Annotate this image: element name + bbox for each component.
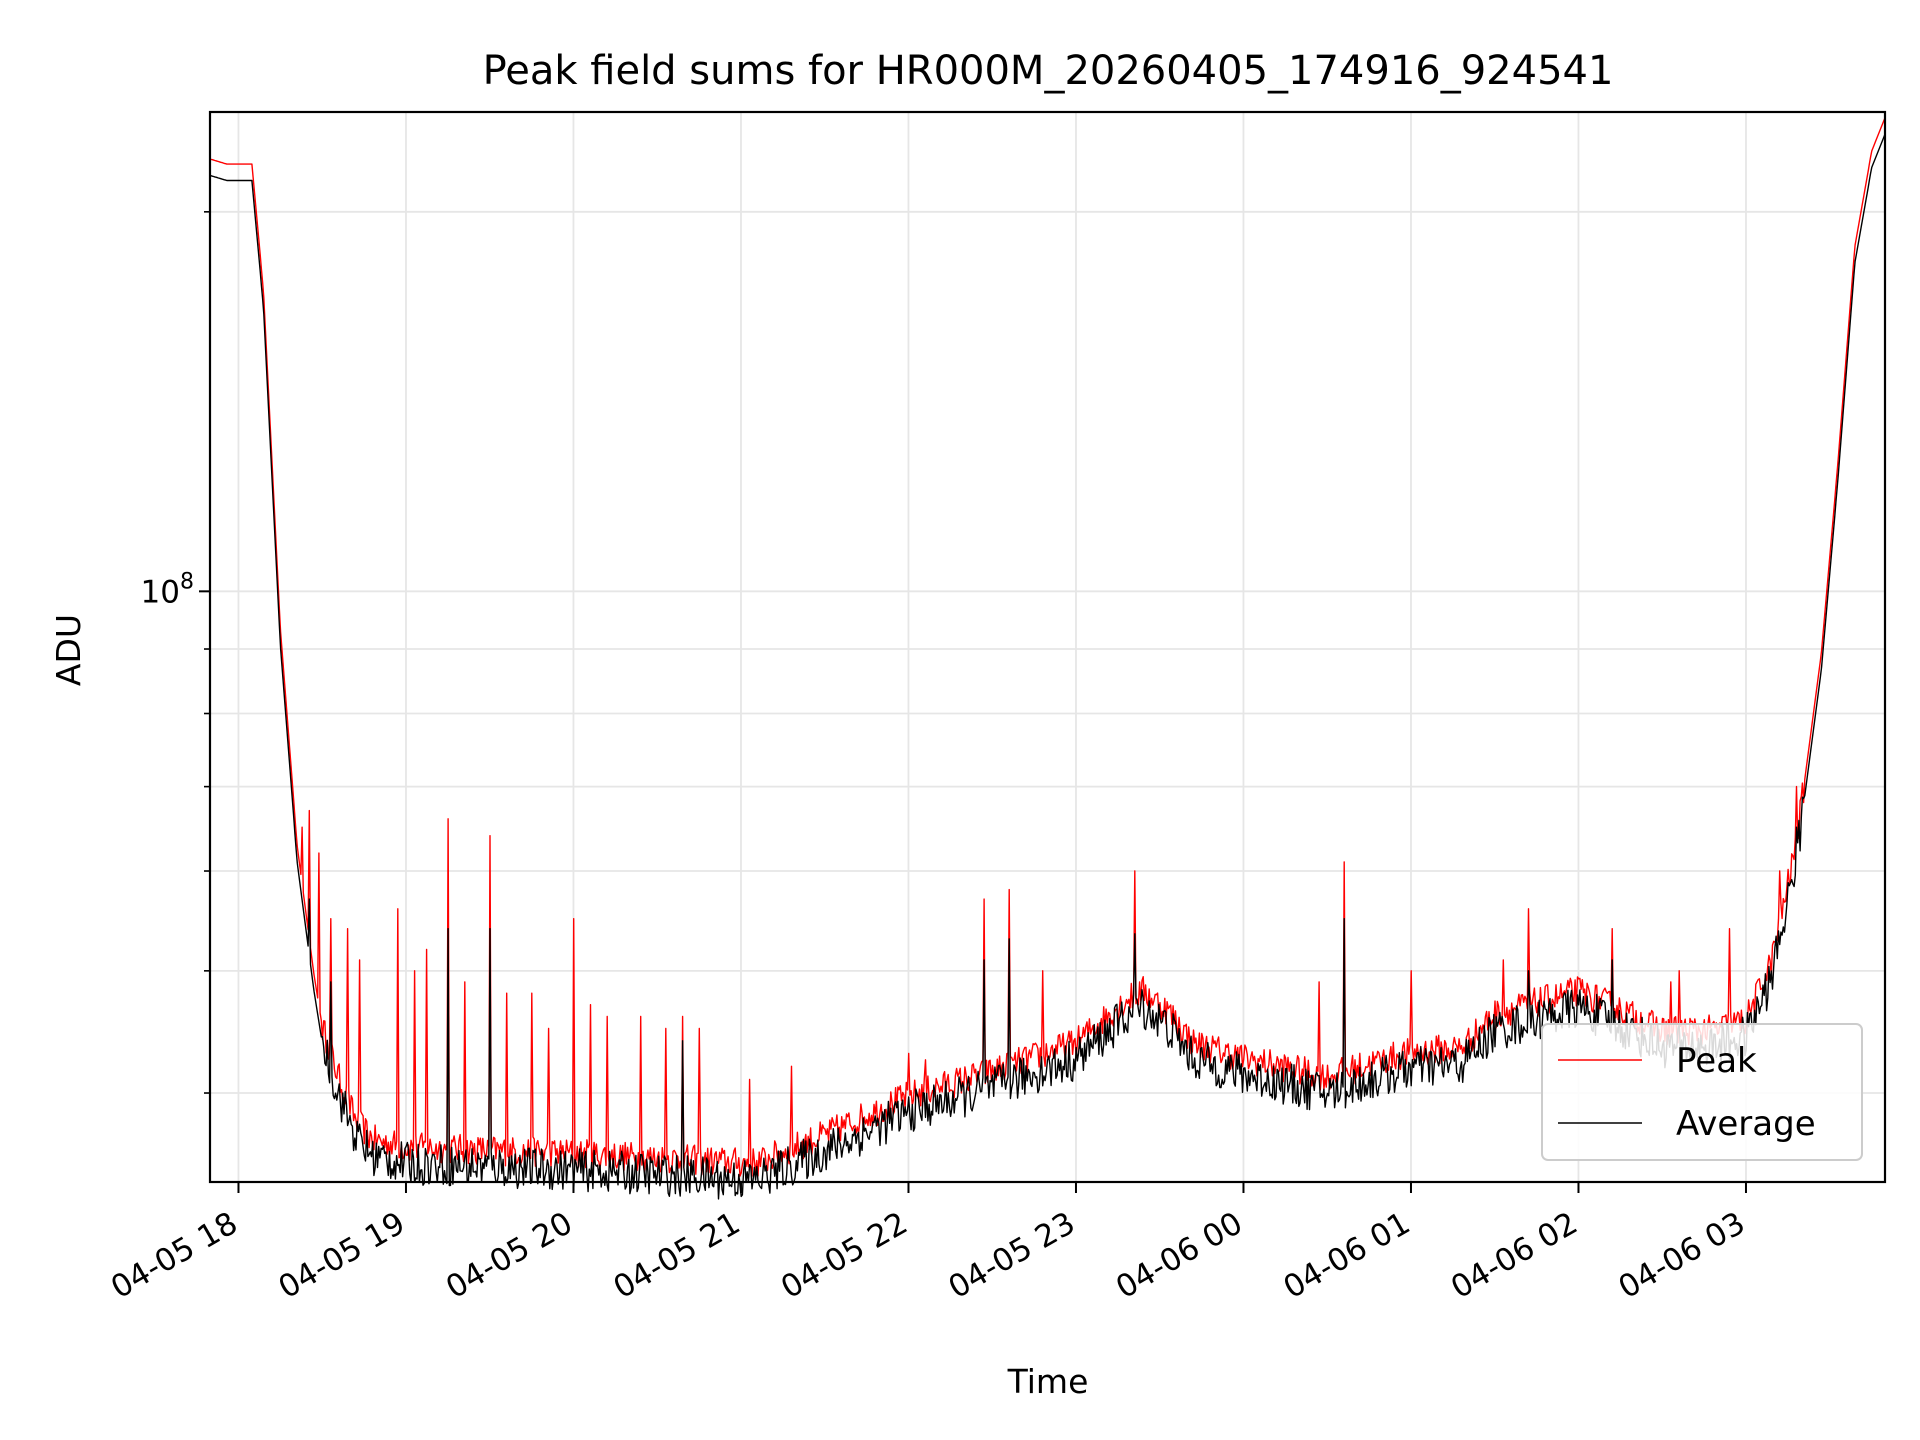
legend-box (1541, 1023, 1863, 1161)
legend: Peak Average (1541, 1023, 1863, 1161)
axes-frame (208, 110, 1887, 1184)
y-tick-label-exponent: 8 (180, 569, 194, 594)
y-axis: 108 (141, 211, 210, 1094)
y-tick-label: 108 (141, 569, 194, 610)
x-axis-label: Time (1007, 1362, 1089, 1401)
series-line-average (209, 133, 1886, 1200)
plot-area (209, 117, 1886, 1200)
y-axis-label: ADU (49, 614, 88, 686)
grid (210, 112, 1885, 1182)
legend-average-label: Average (1676, 1104, 1816, 1144)
legend-peak-label: Peak (1676, 1041, 1757, 1081)
chart-title: Peak field sums for HR000M_20260405_1749… (483, 48, 1614, 94)
y-tick-label-base: 10 (141, 574, 180, 610)
